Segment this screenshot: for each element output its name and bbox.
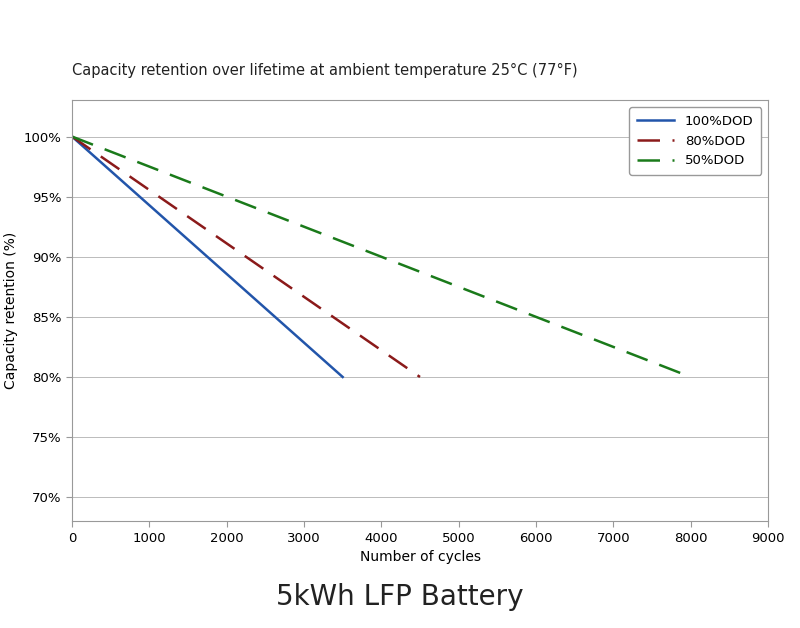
Line: 100%DOD: 100%DOD bbox=[72, 136, 342, 377]
Y-axis label: Capacity retention (%): Capacity retention (%) bbox=[4, 232, 18, 389]
Line: 80%DOD: 80%DOD bbox=[72, 136, 420, 377]
80%DOD bbox=[415, 373, 425, 381]
80%DOD bbox=[67, 133, 77, 140]
100%DOD bbox=[67, 133, 77, 140]
100%DOD bbox=[338, 373, 347, 381]
Legend: 100%DOD, 80%DOD, 50%DOD: 100%DOD, 80%DOD, 50%DOD bbox=[630, 107, 762, 175]
X-axis label: Number of cycles: Number of cycles bbox=[359, 550, 481, 564]
Text: 5kWh LFP Battery: 5kWh LFP Battery bbox=[276, 583, 524, 610]
Text: Capacity retention over lifetime at ambient temperature 25°C (77°F): Capacity retention over lifetime at ambi… bbox=[72, 63, 578, 78]
